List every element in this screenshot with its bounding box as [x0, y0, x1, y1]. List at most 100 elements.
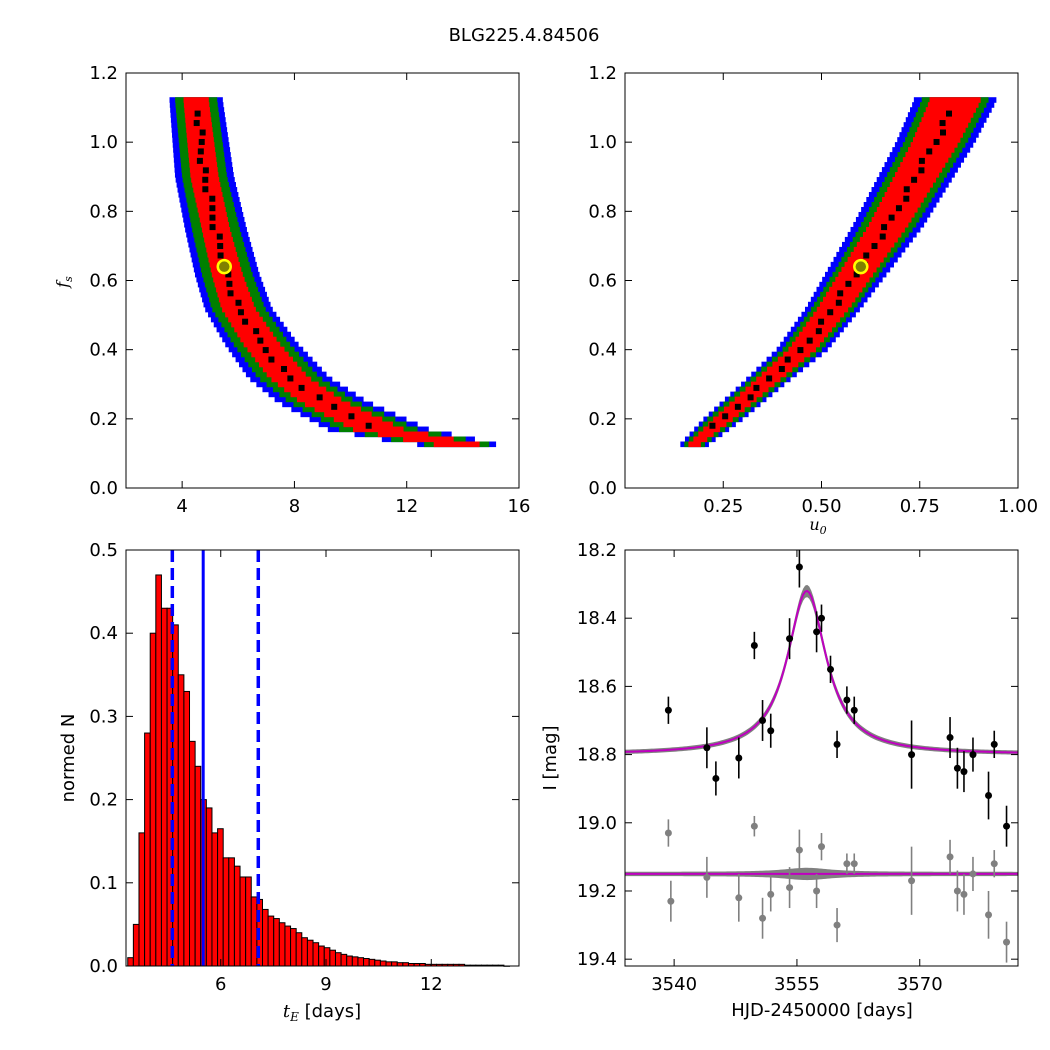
- best-chi2-cell: [753, 384, 760, 391]
- data-point: [990, 740, 998, 748]
- sigma1-region-cell: [921, 117, 971, 123]
- sigma1-region-cell: [190, 172, 219, 178]
- best-chi2-cell: [747, 394, 754, 401]
- te-hist-xlabel: tE [days]: [283, 1001, 361, 1024]
- sigma1-region-cell: [189, 162, 218, 168]
- y-tick-label: 0.0: [89, 478, 118, 499]
- y-tick-label: 1.0: [588, 132, 617, 153]
- sigma1-region-cell: [761, 371, 787, 378]
- histogram-bar: [233, 865, 241, 967]
- best-chi2-cell: [316, 394, 323, 401]
- data-point: [712, 774, 720, 782]
- x-tick-label: 4: [176, 496, 187, 517]
- y-tick-label: 0.8: [588, 201, 617, 222]
- data-point: [750, 641, 758, 649]
- model-curve: [625, 589, 1018, 754]
- best-chi2-cell: [194, 110, 201, 117]
- residual-point: [833, 921, 841, 929]
- data-point: [946, 734, 954, 742]
- sigma1-region-cell: [216, 286, 249, 293]
- sigma1-region-cell: [314, 406, 362, 413]
- best-chi2-cell: [298, 384, 305, 391]
- y-tick-label: 0.4: [89, 340, 118, 361]
- sigma1-region-cell: [206, 246, 236, 253]
- sigma1-region-cell: [835, 276, 870, 283]
- best-chi2-cell: [903, 186, 910, 193]
- sigma1-region-cell: [895, 172, 940, 178]
- best-chi2-cell: [939, 129, 946, 136]
- light-curve-xlabel: HJD-2450000 [days]: [731, 1000, 913, 1021]
- light-curve-inner: [625, 550, 1018, 963]
- histogram-bar: [211, 832, 219, 967]
- data-point: [664, 706, 672, 714]
- sigma1-region-cell: [889, 182, 933, 188]
- histogram-bar: [363, 958, 370, 967]
- histogram-bar: [149, 632, 157, 967]
- y-tick-label: 19.2: [577, 881, 617, 902]
- sigma1-region-cell: [905, 152, 952, 158]
- best-chi2-cell: [202, 176, 209, 183]
- residual-point: [969, 870, 977, 878]
- best-chi2-cell: [806, 337, 813, 344]
- sigma1-region-cell: [882, 197, 924, 203]
- residual-point: [960, 890, 968, 898]
- best-chi2-cell: [331, 403, 338, 410]
- y-tick-label: 0.2: [89, 409, 118, 430]
- residual-point: [795, 846, 803, 854]
- sigma1-region-cell: [266, 371, 306, 378]
- best-chi2-cell: [835, 299, 842, 306]
- histogram-bar: [183, 690, 191, 967]
- best-chi2-cell: [209, 205, 216, 212]
- sigma1-region-cell: [377, 431, 429, 438]
- histogram-bar: [177, 674, 185, 967]
- best-chi2-cell: [217, 252, 224, 259]
- residual-point: [759, 914, 767, 922]
- panel-light-curve: 3540 3555 3570 18.2 18.4 18.6 18.8 19.0 19.2 19.4…: [540, 540, 1019, 1021]
- histogram-bar: [391, 961, 398, 967]
- residual-point: [850, 860, 858, 868]
- sigma1-region-cell: [183, 102, 210, 108]
- te-hist-axes: 6 9 12 0.0 0.1 0.2 0.3 0.4 0.5: [89, 540, 519, 995]
- sigma1-region-cell: [847, 256, 884, 263]
- sigma1-region-cell: [859, 236, 898, 243]
- best-fit-marker: [216, 258, 232, 275]
- residual-point: [786, 884, 794, 892]
- residual-point: [843, 860, 851, 868]
- histogram-bar: [228, 857, 235, 967]
- sigma1-region-cell: [900, 162, 946, 168]
- y-tick-label: 19.0: [577, 813, 617, 834]
- best-chi2-cell: [918, 167, 925, 174]
- best-chi2-cell: [879, 233, 886, 240]
- y-tick-label: 1.0: [89, 132, 118, 153]
- y-tick-label: 18.2: [577, 540, 617, 561]
- best-chi2-cell: [837, 290, 844, 297]
- data-point: [813, 628, 821, 636]
- residual-point: [818, 843, 825, 851]
- best-chi2-cell: [196, 157, 203, 164]
- histogram-bar: [194, 765, 202, 967]
- best-chi2-cell: [199, 129, 206, 136]
- residual-point: [750, 822, 758, 830]
- sigma1-region-cell: [783, 351, 811, 358]
- best-chi2-cell: [209, 214, 216, 221]
- histogram-bar: [245, 876, 252, 967]
- histogram-bar: [222, 857, 230, 967]
- sigma1-region-cell: [185, 117, 212, 123]
- sigma1-region-cell: [196, 201, 225, 208]
- histogram-bar: [138, 832, 146, 967]
- best-chi2-cell: [198, 138, 205, 145]
- histogram-bar: [189, 740, 196, 967]
- x-tick-label: 3555: [774, 974, 820, 995]
- sigma1-region-cell: [703, 426, 721, 433]
- x-tick-label: 12: [420, 974, 443, 995]
- best-chi2-cell: [227, 290, 234, 297]
- best-chi2-cell: [888, 214, 895, 221]
- panel-te-histogram: 6 9 12 0.0 0.1 0.2 0.3 0.4 0.5 normed N tE [days…: [58, 540, 520, 1024]
- sigma1-region-cell: [929, 97, 981, 103]
- histogram-bar: [306, 939, 314, 967]
- sigma1-region-cell: [184, 107, 210, 113]
- data-point: [767, 727, 775, 735]
- data-point: [759, 716, 767, 724]
- histogram-bar: [351, 956, 359, 967]
- best-chi2-cell: [242, 318, 249, 325]
